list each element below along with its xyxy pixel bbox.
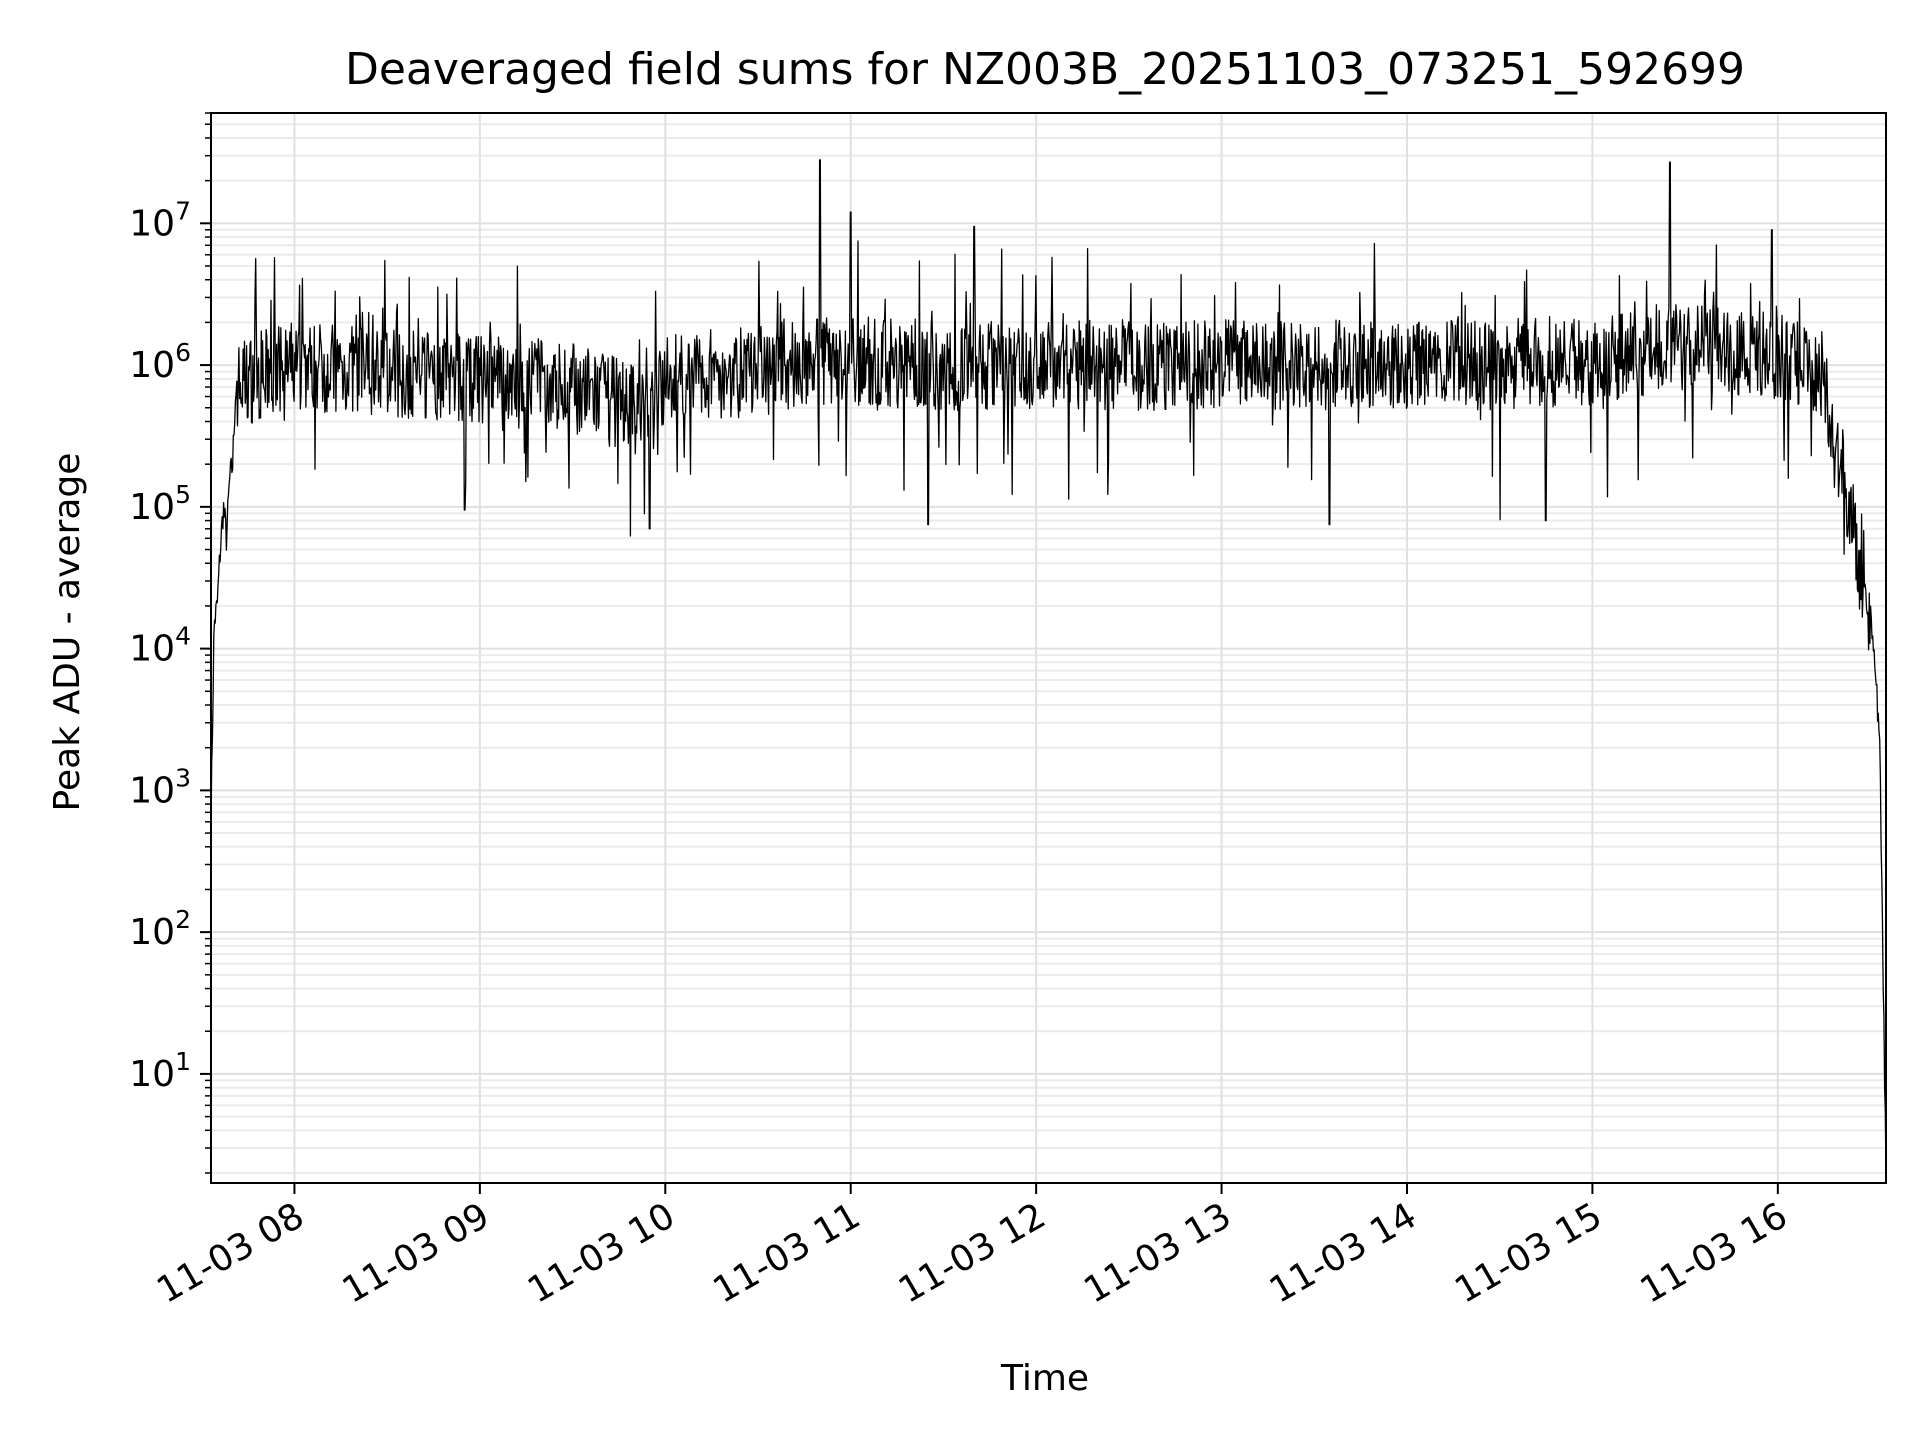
- y-tick-label: 103: [129, 763, 191, 811]
- y-tick-label: 102: [129, 905, 191, 953]
- y-tick-label: 104: [129, 622, 191, 670]
- chart-title: Deaveraged field sums for NZ003B_2025110…: [345, 44, 1745, 95]
- x-axis-label: Time: [1000, 1358, 1089, 1399]
- series-line: [210, 159, 1887, 1184]
- plot-frame: [210, 112, 1887, 1184]
- y-tick-label: 106: [129, 338, 191, 386]
- y-tick-label: 107: [129, 196, 191, 244]
- y-tick-label: 101: [129, 1047, 191, 1095]
- y-tick-label: 105: [129, 480, 191, 528]
- y-axis-label: Peak ADU - average: [47, 453, 88, 812]
